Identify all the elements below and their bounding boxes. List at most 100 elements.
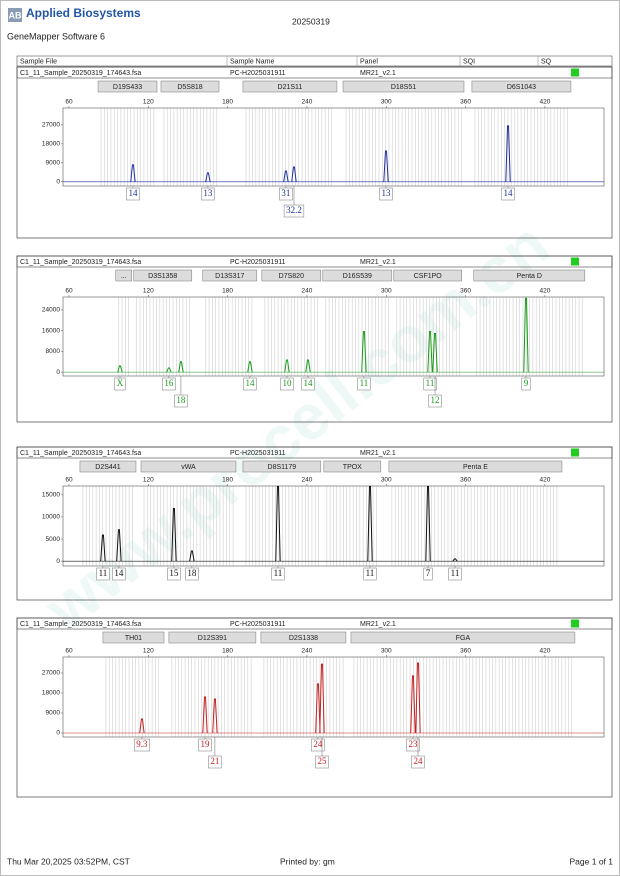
page-number: Page 1 of 1 [570, 856, 614, 866]
peak [415, 662, 421, 734]
marker-name: D18S51 [391, 84, 416, 91]
marker-box [160, 80, 220, 93]
allele-label: 15 [169, 568, 179, 578]
allele-box [406, 738, 420, 752]
marker-name: Penta D [517, 273, 542, 280]
x-tick-label: 180 [222, 648, 233, 655]
allele-box [428, 394, 442, 408]
sample-name: PC-H2025031911 [230, 259, 286, 266]
software-name: GeneMapper Software 6 [7, 31, 105, 41]
x-tick-label: 240 [301, 477, 312, 484]
peak [283, 170, 289, 182]
peak [383, 150, 389, 182]
marker-name: D21S11 [278, 84, 303, 91]
marker-name: ... [121, 273, 127, 280]
peak [205, 172, 211, 182]
allele-box [112, 567, 126, 581]
peak [284, 359, 290, 373]
allele-label: 23 [408, 739, 418, 749]
allele-box [411, 755, 425, 769]
allele-box [279, 187, 293, 201]
allele-box [357, 377, 371, 391]
peak [410, 675, 416, 734]
peak [452, 558, 458, 562]
marker-name: D8S1179 [268, 464, 297, 471]
y-tick-label: 0 [56, 179, 60, 186]
allele-label: 14 [303, 378, 313, 388]
y-tick-label: 9000 [46, 160, 61, 167]
marker-name: FGA [456, 635, 471, 642]
plot-frame [62, 485, 605, 567]
column-header: Sample Name [230, 58, 274, 65]
allele-box [423, 567, 433, 581]
brand: Applied Biosystems [26, 6, 141, 20]
allele-label: 10 [282, 378, 292, 388]
y-tick-label: 27000 [42, 122, 60, 129]
peak [432, 333, 438, 373]
allele-label: 21 [210, 756, 219, 766]
sample-file: C1_11_Sample_20250319_174643.fsa [20, 450, 141, 457]
panel: C1_11_Sample_20250319_174643.fsa PC-H2025… [16, 255, 613, 423]
x-tick-label: 240 [301, 648, 312, 655]
marker-box [322, 269, 393, 282]
x-tick-label: 180 [222, 477, 233, 484]
marker-name: CSF1PO [414, 273, 443, 280]
marker-name: D6S1043 [507, 84, 536, 91]
marker-box [471, 80, 572, 93]
printed-by: Printed by: gm [280, 856, 335, 866]
allele-label: X [117, 378, 124, 388]
allele-box [198, 738, 212, 752]
allele-label: 7 [426, 568, 431, 578]
sample-file: C1_11_Sample_20250319_174643.fsa [20, 259, 141, 266]
x-tick-label: 120 [143, 99, 154, 106]
x-tick-label: 420 [539, 648, 550, 655]
y-tick-label: 5000 [46, 536, 61, 543]
y-tick-label: 0 [56, 558, 60, 565]
peak [171, 508, 177, 562]
marker-name: TPOX [343, 464, 362, 471]
marker-box [473, 269, 586, 282]
panel-info-row [16, 255, 613, 268]
marker-name: D2S1338 [289, 635, 318, 642]
allele-box [114, 377, 126, 391]
peak [291, 166, 297, 182]
plot-frame [62, 296, 605, 377]
panel-name: MR21_v2.1 [360, 70, 396, 77]
sample-file: C1_11_Sample_20250319_174643.fsa [20, 70, 141, 77]
marker-box [261, 269, 322, 282]
y-tick-label: 9000 [46, 710, 61, 717]
allele-label: 11 [366, 568, 375, 578]
allele-box [167, 567, 181, 581]
x-tick-label: 360 [460, 288, 471, 295]
panel-name: MR21_v2.1 [360, 259, 396, 266]
allele-label: 32.2 [286, 205, 302, 215]
peak [319, 663, 325, 734]
marker-box [102, 631, 165, 644]
logo-mark [8, 8, 22, 22]
allele-box [501, 187, 515, 201]
allele-label: 18 [176, 395, 186, 405]
panel-name: MR21_v2.1 [360, 450, 396, 457]
marker-name: D2S441 [95, 464, 120, 471]
quality-flag [571, 619, 579, 628]
x-tick-label: 120 [143, 477, 154, 484]
y-tick-label: 10000 [42, 514, 60, 521]
sample-name: PC-H2025031911 [230, 621, 286, 628]
allele-label: 14 [114, 568, 124, 578]
allele-label: 11 [274, 568, 283, 578]
allele-box [379, 187, 393, 201]
y-tick-label: 0 [56, 369, 60, 376]
marker-box [115, 269, 132, 282]
peak [305, 359, 311, 373]
sample-file: C1_11_Sample_20250319_174643.fsa [20, 621, 141, 628]
x-tick-label: 420 [539, 288, 550, 295]
marker-box [323, 460, 382, 473]
allele-label: 11 [360, 378, 369, 388]
allele-box [185, 567, 199, 581]
panel-name: MR21_v2.1 [360, 621, 396, 628]
marker-box [260, 631, 347, 644]
y-tick-label: 18000 [42, 141, 60, 148]
x-tick-label: 360 [460, 99, 471, 106]
allele-box [311, 738, 325, 752]
